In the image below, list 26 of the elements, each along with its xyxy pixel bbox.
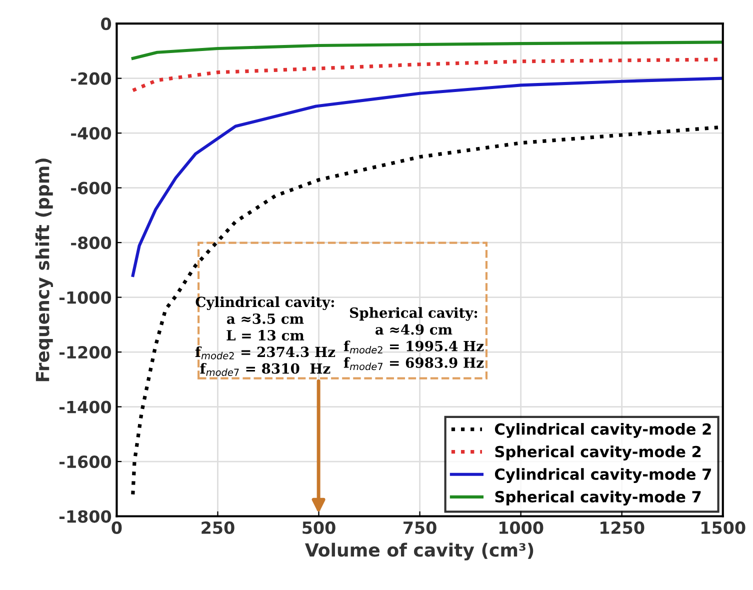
y-tick-label: -200 — [71, 72, 112, 85]
y-tick-label: -1800 — [59, 510, 112, 523]
y-tick-label: -1600 — [59, 455, 112, 468]
y-tick-label: -1000 — [59, 291, 112, 304]
legend-label: Spherical cavity-mode 7 — [495, 490, 701, 506]
line-series — [131, 40, 723, 60]
line-series — [131, 76, 723, 277]
y-tick-label: -1400 — [59, 400, 112, 414]
x-tick-label: 750 — [404, 521, 436, 534]
x-tick-label: 1000 — [500, 521, 544, 534]
x-tick-label: 500 — [302, 521, 336, 534]
y-tick-label: -800 — [71, 236, 112, 250]
text: Spherical cavity: a ≈4.9 cm f$_{mode2}$ = 1995.4 Hz f$_{mode7}$ = 6983.9 Hz — [344, 307, 484, 370]
x-tick-label: 1500 — [702, 521, 746, 534]
legend-label: Cylindrical cavity-mode 2 — [494, 423, 711, 438]
x-tick-label: 250 — [202, 521, 234, 534]
y-tick-label: 0 — [101, 18, 112, 30]
y-axis-title: Frequency shift (ppm) — [35, 158, 53, 382]
x-tick-label: 1250 — [600, 521, 644, 534]
y-tick-label: -1200 — [59, 346, 112, 359]
legend-label: Cylindrical cavity-mode 7 — [494, 468, 711, 484]
x-tick-label: 0 — [112, 521, 122, 534]
legend-label: Spherical cavity-mode 2 — [495, 446, 701, 460]
y-tick-label: -600 — [71, 182, 112, 194]
y-tick-label: -400 — [71, 127, 112, 140]
x-axis-title: Volume of cavity (cm³) — [304, 542, 534, 560]
